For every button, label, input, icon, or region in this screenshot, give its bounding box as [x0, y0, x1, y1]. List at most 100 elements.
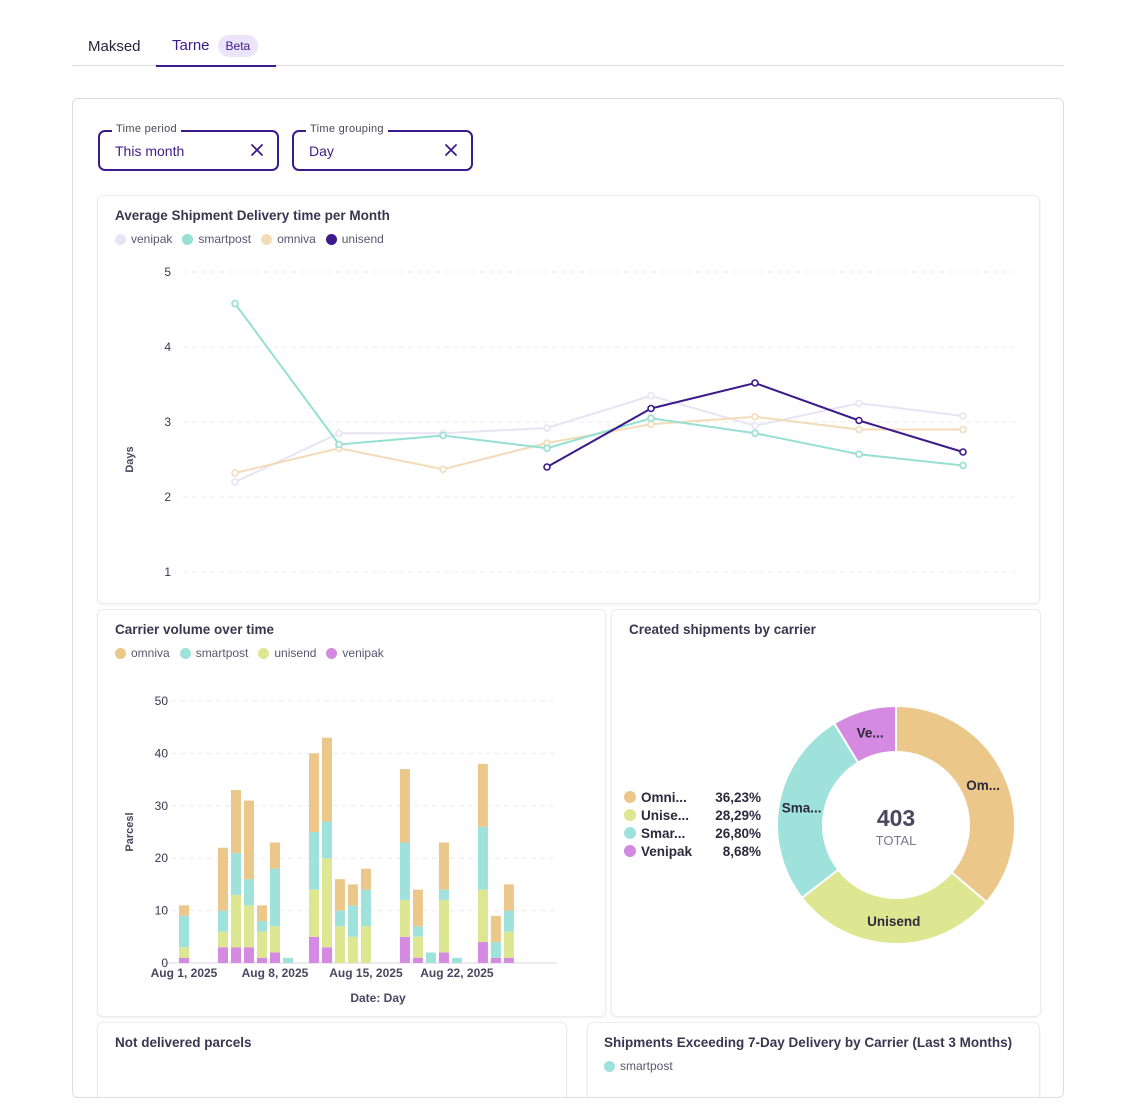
- time-period-select[interactable]: Time period This month: [98, 123, 279, 171]
- legend-omniva-dot: [261, 233, 273, 245]
- pie-legend-item[interactable]: Omni... 36,23%: [624, 788, 761, 806]
- point-smartpost: [855, 450, 863, 459]
- legend-smartpost-dot: [182, 233, 194, 245]
- point-unisend: [543, 463, 551, 471]
- legend-venipak[interactable]: venipak: [115, 232, 172, 246]
- beta-badge: Beta: [217, 34, 259, 57]
- exceeding-legend-smartpost-dot: [604, 1060, 615, 1072]
- x-tick-label: Aug 8, 2025: [242, 966, 309, 980]
- tab-bar: Maksed Tarne Beta: [72, 26, 1064, 67]
- bar-smartpost: [360, 889, 371, 927]
- bar-unisend: [438, 900, 449, 953]
- point-venipak: [751, 421, 759, 430]
- bar-legend-smartpost[interactable]: smartpost: [179, 646, 248, 660]
- bar-venipak: [308, 936, 319, 963]
- pie-legend-name: Omni...: [641, 789, 687, 805]
- bar-omniva: [179, 905, 189, 916]
- pie-legend-name: Smar...: [641, 825, 686, 841]
- clear-time-period-icon[interactable]: [247, 140, 267, 160]
- bar-smartpost: [347, 905, 358, 937]
- carrier-volume-title: Carrier volume over time: [115, 622, 275, 637]
- pie-legend-item[interactable]: Venipak 8,68%: [624, 842, 761, 860]
- bar-chart-legend: omniva smartpost unisend venipak: [115, 646, 384, 660]
- y-tick-label: 3: [164, 415, 171, 429]
- tab-maksed[interactable]: Maksed: [88, 26, 141, 66]
- pie-legend: Omni... 36,23% Unise... 28,29% Smar... 26,8…: [624, 788, 761, 860]
- time-grouping-select[interactable]: Time grouping Day: [292, 123, 473, 171]
- bar-unisend: [217, 931, 228, 948]
- bar-smartpost: [269, 868, 280, 927]
- pie-legend-unisend-dot: [624, 809, 636, 821]
- pie-legend-percent: 36,23%: [715, 789, 761, 805]
- time-period-value: This month: [115, 143, 185, 159]
- bar-venipak: [217, 947, 228, 963]
- exceeding-legend-smartpost-label: smartpost: [620, 1059, 673, 1073]
- bar-unisend: [412, 936, 423, 958]
- pie-legend-item[interactable]: Unise... 28,29%: [624, 806, 761, 824]
- legend-omniva[interactable]: omniva: [261, 232, 316, 246]
- pie-legend-name: Venipak: [641, 843, 693, 859]
- bar-venipak: [256, 957, 267, 963]
- tab-tarne[interactable]: Tarne Beta: [156, 26, 276, 67]
- bar-legend-omniva[interactable]: omniva: [115, 646, 170, 660]
- bar-legend-omniva-label: omniva: [131, 646, 170, 660]
- bar-smartpost: [217, 910, 228, 932]
- legend-unisend[interactable]: unisend: [325, 232, 384, 246]
- bar-legend-venipak[interactable]: venipak: [326, 646, 384, 660]
- y-tick-label: 5: [164, 265, 171, 279]
- pie-legend-item[interactable]: Smar... 26,80%: [624, 824, 761, 842]
- y-axis-title: Days: [124, 446, 136, 472]
- bar-unisend: [308, 889, 319, 937]
- legend-omniva-label: omniva: [277, 232, 316, 246]
- exceeding-delivery-card: Shipments Exceeding 7-Day Delivery by Ca…: [587, 1022, 1040, 1097]
- y-tick-label: 2: [164, 490, 171, 504]
- bar-venipak: [477, 942, 488, 963]
- bar-legend-unisend[interactable]: unisend: [258, 646, 316, 660]
- bar-omniva: [399, 769, 410, 843]
- bar-smartpost: [243, 879, 254, 906]
- bar-omniva: [438, 842, 449, 890]
- legend-smartpost-label: smartpost: [198, 232, 252, 246]
- x-tick-label: Aug 22, 2025: [420, 966, 494, 980]
- bar-venipak: [321, 947, 332, 963]
- point-smartpost: [335, 440, 343, 449]
- bar-smartpost: [451, 957, 462, 963]
- bar-smartpost: [425, 952, 436, 963]
- bar-omniva: [321, 737, 332, 822]
- bar-smartpost: [282, 957, 293, 963]
- bar-unisend: [334, 926, 345, 963]
- carrier-volume-card: Carrier volume over time omniva smartpos…: [97, 609, 606, 1017]
- bar-omniva: [477, 763, 488, 827]
- line-venipak: [234, 394, 964, 483]
- time-period-label: Time period: [112, 123, 181, 135]
- clear-time-grouping-icon[interactable]: [441, 140, 461, 160]
- legend-smartpost[interactable]: smartpost: [182, 232, 251, 246]
- bar-legend-venipak-dot: [326, 647, 338, 659]
- bar-venipak: [412, 957, 423, 963]
- avg-delivery-time-card: Average Shipment Delivery time per Month…: [97, 195, 1040, 604]
- carrier-volume-bar-chart: 0 10 20 30 40 50 Parcesl Aug 1, 2025 Aug 8, 2025…: [124, 694, 557, 1005]
- point-venipak: [959, 412, 967, 420]
- legend-venipak-label: venipak: [131, 232, 173, 246]
- point-venipak: [647, 391, 655, 400]
- bar-omniva: [243, 800, 254, 880]
- bar-omniva: [360, 868, 371, 890]
- bar-omniva: [269, 842, 280, 869]
- y-axis-title: Parcesl: [124, 812, 136, 851]
- point-omniva: [751, 412, 759, 421]
- point-unisend: [751, 379, 759, 387]
- donut-total-label: TOTAL: [876, 833, 917, 848]
- bar-unisend: [399, 900, 410, 937]
- bar-smartpost: [490, 942, 501, 958]
- bar-unisend: [243, 905, 254, 948]
- avg-delivery-time-title: Average Shipment Delivery time per Month: [115, 208, 390, 223]
- bar-unisend: [360, 926, 371, 963]
- pie-legend-omniva-dot: [624, 791, 636, 803]
- bar-omniva: [308, 753, 319, 832]
- dashboard-panel: Time period This month Time grouping Day…: [72, 98, 1064, 1098]
- bar-legend-unisend-label: unisend: [274, 646, 317, 660]
- avg-delivery-line-chart: 012345Jan 1, 2025Feb 1, 2025Mar 1, 2025A…: [124, 265, 1015, 579]
- exceeding-legend-smartpost[interactable]: smartpost: [604, 1059, 673, 1073]
- bar-smartpost: [334, 910, 345, 927]
- point-omniva: [439, 465, 447, 474]
